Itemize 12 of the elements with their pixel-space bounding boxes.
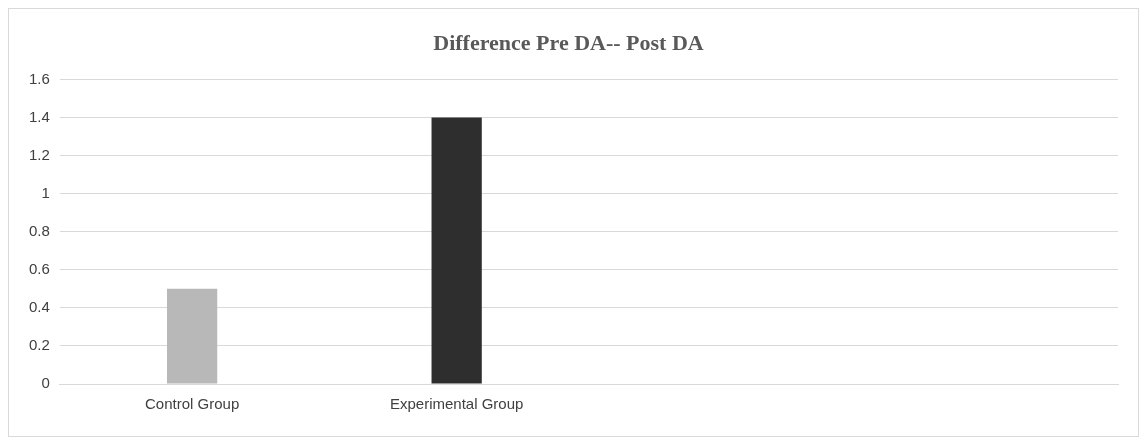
- y-tick-label: 0.2: [28, 336, 50, 354]
- y-tick-label: 0.4: [28, 297, 50, 315]
- chart-title: Difference Pre DA-- Post DA: [433, 29, 704, 55]
- x-tick-label: Control Group: [145, 395, 240, 413]
- y-tick-label: 1.2: [28, 145, 50, 163]
- y-tick-label: 1.4: [28, 107, 50, 125]
- y-tick-label: 0: [41, 374, 50, 392]
- y-tick-label: 0.8: [28, 221, 50, 239]
- y-tick-label: 0.6: [28, 259, 50, 277]
- x-tick-label: Experimental Group: [389, 395, 524, 413]
- y-tick-label: 1: [41, 183, 50, 201]
- y-tick-label: 1.6: [28, 69, 50, 87]
